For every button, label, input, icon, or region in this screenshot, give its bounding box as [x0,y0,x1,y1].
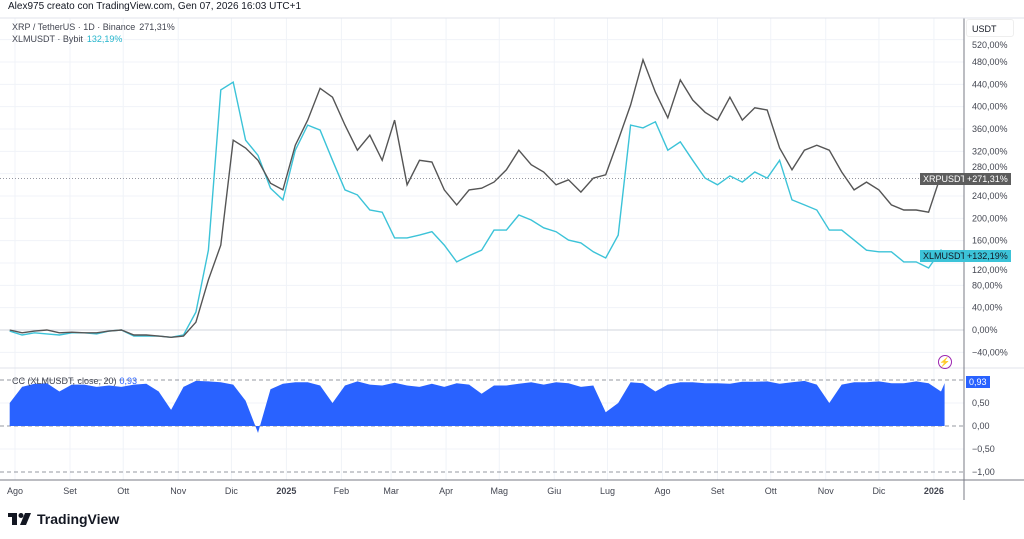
tradingview-logo-text: TradingView [37,511,120,527]
cc-area [9,380,945,433]
indicator-axis-label: 0,00 [972,421,990,431]
price-axis-label: 40,00% [972,303,1003,313]
legend-xlm-value: 132,19% [86,34,123,44]
time-axis-label: 2025 [276,486,296,496]
legend-xlm-label: XLMUSDT · Bybit [12,34,83,44]
price-axis-label: 520,00% [972,40,1008,50]
time-axis-label: Nov [170,486,187,496]
time-axis-label: Ott [765,486,778,496]
indicator-label: CC (XLMUSDT, close, 20) [12,376,117,386]
price-axis-label: 200,00% [972,213,1008,223]
price-axis-label: 320,00% [972,146,1008,156]
currency-unit-button[interactable]: USDT [966,19,1014,37]
time-axis-label: Dic [872,486,885,496]
indicator-value: 0,93 [119,376,138,386]
time-axis-label: Apr [439,486,453,496]
indicator-legend[interactable]: CC (XLMUSDT, close, 20) 0,93 [12,376,137,386]
price-axis-label: 240,00% [972,191,1008,201]
time-axis-label: Ago [7,486,23,496]
time-axis-label: Mag [491,486,509,496]
tradingview-logo[interactable]: TradingView [8,511,119,527]
price-axis-label: 280,00% [972,162,1008,172]
time-axis-label: Mar [383,486,399,496]
time-axis-label: Dic [225,486,238,496]
time-axis-label: 2026 [924,486,944,496]
price-axis-label: 160,00% [972,236,1008,246]
cc-value-tag: 0,93 [966,376,990,388]
xrp-series-line[interactable] [9,57,946,339]
xlm-price-tag: +132,19% [964,250,1011,262]
time-axis-label: Ott [117,486,130,496]
price-axis-label: 120,00% [972,265,1008,275]
time-axis-label: Giu [547,486,561,496]
price-axis-label: 360,00% [972,124,1008,134]
time-axis-label: Ago [655,486,671,496]
indicator-axis-label: −1,00 [972,467,995,477]
legend-xrp[interactable]: XRP / TetherUS · 1D · Binance 271,31% [12,22,175,32]
time-axis-label: Lug [600,486,615,496]
xlm-series-line[interactable] [9,80,946,339]
price-axis-label: −40,00% [972,347,1008,357]
time-axis-label: Feb [334,486,350,496]
legend-xrp-label: XRP / TetherUS · 1D · Binance [12,22,136,32]
price-axis-label: 400,00% [972,102,1008,112]
chart-attribution: Alex975 creato con TradingView.com, Gen … [8,1,302,12]
time-axis-label: Nov [818,486,835,496]
xrp-name-tag: XRPUSDT [920,173,966,185]
price-axis-label: 480,00% [972,57,1008,67]
indicator-axis-label: 0,50 [972,398,990,408]
price-axis-label: 80,00% [972,280,1003,290]
price-axis-label: 440,00% [972,79,1008,89]
legend-xrp-value: 271,31% [139,22,175,32]
time-axis-label: Set [63,486,77,496]
xlm-name-tag: XLMUSDT [920,250,966,262]
alert-lightning-icon[interactable]: ⚡ [938,355,952,369]
price-axis-label: 0,00% [972,325,998,335]
legend-xlm[interactable]: XLMUSDT · Bybit 132,19% [12,34,122,44]
tradingview-logo-icon [8,513,31,525]
time-axis-label: Set [711,486,725,496]
xrp-price-tag: +271,31% [964,173,1011,185]
indicator-axis-label: −0,50 [972,444,995,454]
